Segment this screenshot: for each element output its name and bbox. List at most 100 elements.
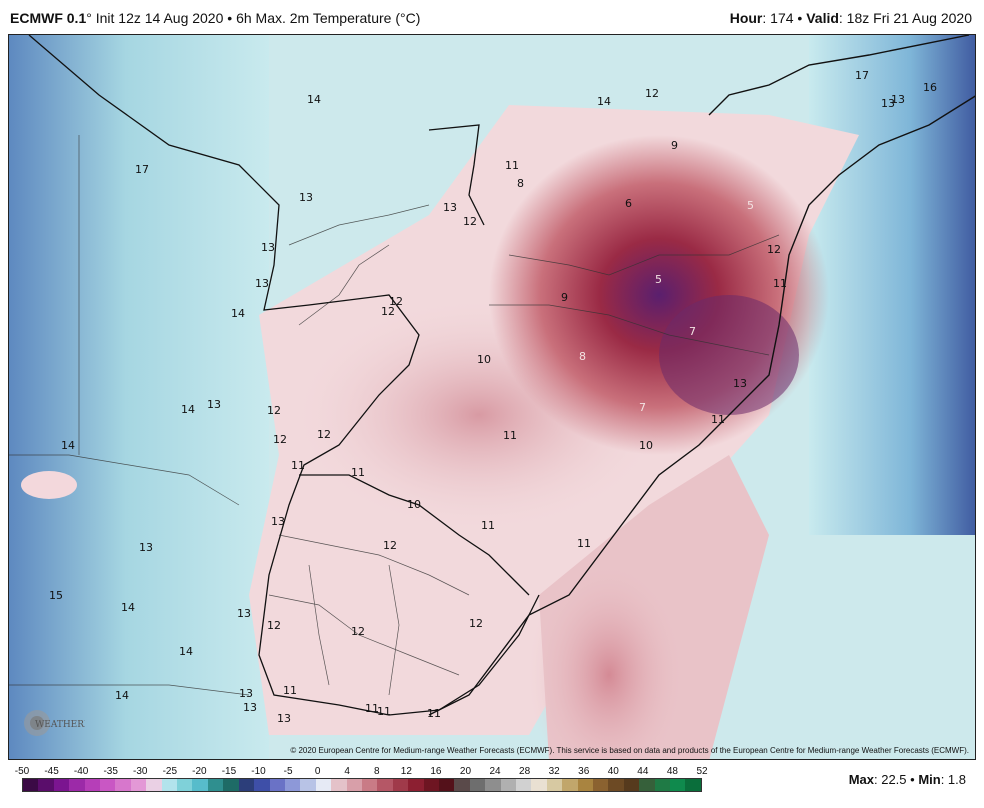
map-canvas: 14 14 12 17 9 11 8 13 13 6 5 12 13 12 5 … [9, 35, 975, 759]
temp-label: 11 [365, 702, 379, 715]
ocean-warm-core [529, 555, 689, 759]
legend-color-step [500, 779, 516, 791]
temp-label: 13 [891, 93, 905, 106]
legend-tick: 8 [374, 766, 380, 777]
temp-label: 13 [733, 377, 747, 390]
temp-label: 13 [271, 515, 285, 528]
temp-label: 12 [383, 539, 397, 552]
legend-color-step [577, 779, 594, 791]
legend-color-step [623, 779, 640, 791]
coastline [428, 35, 975, 716]
temp-label: 11 [505, 159, 519, 172]
header: ECMWF 0.1° Init 12z 14 Aug 2020 • 6h Max… [0, 0, 984, 34]
temp-label: 11 [577, 537, 591, 550]
cold-core-east [489, 135, 829, 455]
country-borders [28, 35, 540, 716]
temp-label: 11 [377, 705, 391, 718]
temp-label: 11 [351, 466, 365, 479]
legend-tick: 4 [344, 766, 350, 777]
temp-label: 17 [855, 69, 869, 82]
legend-tick: 12 [400, 766, 412, 777]
legend-ticks: -50 -45 -40 -35 -30 -25 -20 -15 -10 -5 0 4 8 12 16 20 24… [15, 766, 708, 778]
legend-color-step [654, 779, 671, 791]
legend-color-step [315, 779, 332, 791]
legend-color-step [38, 779, 54, 791]
legend-color-step [284, 779, 301, 791]
color-legend: -50 -45 -40 -35 -30 -25 -20 -15 -10 -5 0 4 8 12 16 20 24… [15, 766, 708, 796]
temp-label: 8 [517, 177, 524, 190]
legend-color-step [269, 779, 285, 791]
temp-label: 9 [671, 139, 678, 152]
temp-label: 12 [463, 215, 477, 228]
hour-label: Hour [729, 10, 763, 26]
temp-label: 14 [181, 403, 195, 416]
temp-label: 11 [283, 684, 297, 697]
temp-label: 11 [481, 519, 495, 532]
temp-label: 14 [231, 307, 245, 320]
legend-color-step [392, 779, 409, 791]
temp-label: 12 [317, 428, 331, 441]
legend-tick: 36 [578, 766, 590, 777]
legend-tick: -25 [162, 766, 178, 777]
legend-tick: -30 [133, 766, 148, 777]
svg-text:WEATHERBELL: WEATHERBELL [35, 720, 85, 730]
hour-value: : 174 • [762, 10, 807, 26]
legend-color-step [254, 779, 270, 791]
init-text: ° Init 12z 14 Aug 2020 • 6h Max. 2m Temp… [86, 10, 421, 26]
temperature-labels: 14 14 12 17 9 11 8 13 13 6 5 12 13 12 5 … [49, 69, 937, 725]
temperature-map[interactable]: 14 14 12 17 9 11 8 13 13 6 5 12 13 12 5 … [8, 34, 976, 760]
temp-label: 13 [237, 607, 251, 620]
max-label: Max [848, 772, 874, 787]
temp-label: 12 [267, 619, 281, 632]
legend-color-step [377, 779, 393, 791]
legend-tick: -5 [283, 766, 293, 777]
legend-tick: -40 [73, 766, 89, 777]
legend-color-step [192, 779, 208, 791]
min-value: : 1.8 [940, 772, 966, 787]
temp-label: 11 [291, 459, 305, 472]
temp-label: 13 [277, 712, 291, 725]
temp-label: 10 [407, 498, 421, 511]
legend-tick: 20 [459, 766, 472, 777]
legend-color-step [485, 779, 501, 791]
temp-label: 8 [579, 350, 586, 363]
cold-core-center [659, 295, 799, 415]
temp-label: 12 [389, 295, 403, 308]
east-ocean-cool-zone [809, 35, 975, 535]
copyright-notice: © 2020 European Centre for Medium-range … [290, 746, 969, 755]
temp-label: 12 [267, 404, 281, 417]
legend-color-step [423, 779, 439, 791]
valid-label: Valid [806, 10, 839, 26]
temp-label: 13 [261, 241, 275, 254]
state-borders [9, 135, 780, 696]
west-cool-zone [9, 35, 269, 759]
legend-color-step [161, 779, 178, 791]
temp-label light: 6 [625, 197, 632, 210]
temp-label: 11 [503, 429, 517, 442]
legend-color-step [207, 779, 224, 791]
temp-label: 9 [561, 291, 568, 304]
temp-label: 12 [645, 87, 659, 100]
legend-color-step [454, 779, 470, 791]
legend-color-step [546, 779, 563, 791]
temp-label: 12 [351, 625, 365, 638]
temp-label: 12 [381, 305, 395, 318]
legend-color-step [146, 779, 162, 791]
legend-color-step [593, 779, 609, 791]
temp-label: 5 [655, 273, 662, 286]
weatherbell-logo: WEATHERBELL [23, 703, 85, 743]
temp-label: 13 [255, 277, 269, 290]
legend-color-step [562, 779, 578, 791]
legend-color-step [100, 779, 116, 791]
legend-tick: 0 [314, 766, 321, 777]
temp-label: 14 [597, 95, 611, 108]
legend-color-step [53, 779, 70, 791]
legend-color-step [130, 779, 147, 791]
temp-label: 13 [243, 701, 257, 714]
temp-label: 12 [469, 617, 483, 630]
legend-tick: -35 [103, 766, 118, 777]
temp-label: 13 [207, 398, 221, 411]
temp-label: 11 [427, 707, 441, 720]
temp-label: 14 [121, 601, 135, 614]
temp-label: 10 [477, 353, 491, 366]
